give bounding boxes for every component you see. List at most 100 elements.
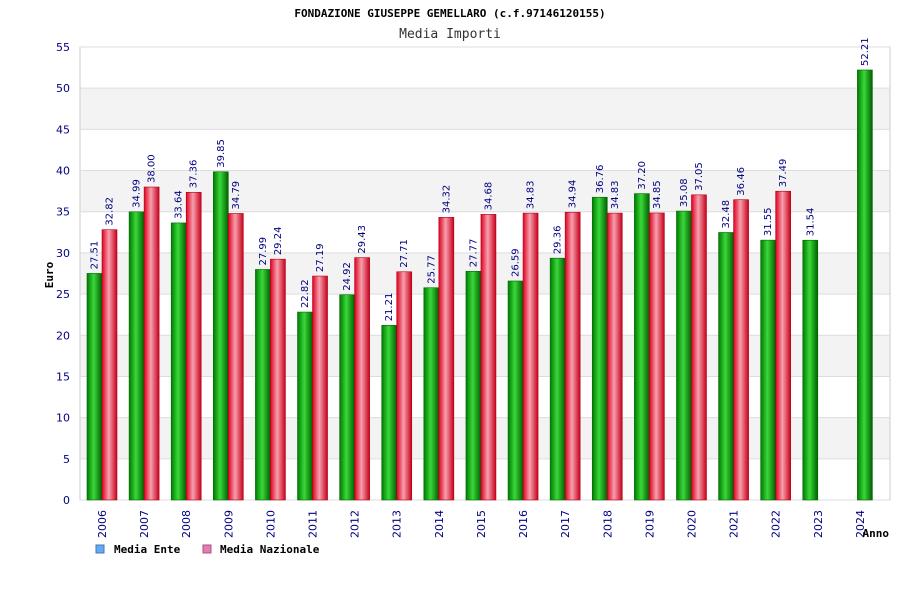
legend-swatch-media-nazionale	[202, 544, 212, 554]
plot-band	[80, 47, 890, 89]
bar-media-nazionale-2014	[438, 217, 455, 501]
data-label: 25.77	[426, 255, 437, 284]
bar-media-nazionale-2006	[101, 229, 118, 501]
data-label: 36.46	[736, 167, 747, 196]
data-label: 34.32	[441, 185, 452, 214]
data-label: 27.19	[315, 243, 326, 272]
x-tick-label: 2018	[601, 510, 614, 538]
x-tick-label: 2020	[685, 510, 698, 538]
x-tick-label: 2024	[854, 510, 867, 538]
y-tick-label: 0	[63, 494, 70, 507]
bar-media-ente-2011	[297, 311, 313, 501]
bar-media-nazionale-2012	[354, 257, 370, 501]
chart-subtitle: Media Importi	[399, 27, 501, 42]
bar-media-nazionale-2010	[270, 258, 286, 501]
bar-media-ente-2017	[549, 257, 566, 501]
bar-media-ente-2014	[423, 287, 440, 501]
x-tick-label: 2012	[349, 510, 362, 538]
x-tick-label: 2013	[391, 510, 404, 538]
chart-title: FONDAZIONE GIUSEPPE GEMELLARO (c.f.97146…	[294, 7, 605, 20]
bar-media-ente-2013	[381, 325, 398, 501]
x-tick-label: 2015	[475, 510, 488, 538]
legend: Media Ente Media Nazionale	[95, 543, 320, 556]
legend-swatch-media-ente	[95, 544, 105, 554]
bar-media-nazionale-2008	[185, 191, 202, 501]
x-tick-label: 2010	[264, 510, 277, 538]
x-tick-label: 2021	[728, 510, 741, 538]
y-tick-label: 10	[56, 412, 70, 425]
x-tick-label: 2006	[96, 510, 109, 538]
data-label: 32.82	[105, 197, 116, 226]
data-label: 24.92	[342, 262, 353, 291]
data-label: 29.24	[273, 227, 284, 256]
x-tick-label: 2019	[643, 510, 656, 538]
data-label: 39.85	[216, 139, 227, 168]
plot-band	[80, 129, 890, 171]
bar-media-ente-2022	[760, 239, 776, 501]
x-tick-label: 2009	[222, 510, 235, 538]
data-label: 34.79	[231, 181, 242, 210]
x-axis-label: Anno	[863, 527, 890, 540]
x-tick-label: 2008	[180, 510, 193, 538]
y-tick-label: 15	[56, 370, 70, 383]
y-axis-ticks: 0 5 10 15 20 25 30 35 40 45 50 55	[56, 41, 70, 507]
bars	[86, 69, 873, 501]
legend-label-media-nazionale: Media Nazionale	[220, 543, 320, 556]
x-tick-label: 2022	[770, 510, 783, 538]
x-tick-label: 2011	[307, 510, 320, 538]
data-label: 22.82	[300, 279, 311, 308]
bar-media-ente-2015	[465, 270, 482, 501]
bar-media-nazionale-2013	[396, 271, 413, 501]
bar-media-ente-2006	[86, 273, 103, 501]
data-label: 36.76	[595, 165, 606, 194]
data-label: 34.85	[652, 180, 663, 209]
y-tick-label: 45	[56, 123, 70, 136]
data-label: 27.71	[399, 239, 410, 268]
bar-media-nazionale-2018	[606, 212, 623, 501]
data-label: 37.36	[189, 160, 200, 189]
bar-media-ente-2008	[170, 222, 187, 501]
y-tick-label: 35	[56, 206, 70, 219]
data-label: 37.20	[637, 161, 648, 190]
bar-media-ente-2021	[718, 232, 734, 501]
data-label: 21.21	[384, 293, 395, 322]
data-label: 38.00	[147, 154, 158, 183]
bar-media-ente-2020	[676, 210, 692, 501]
data-label: 29.36	[553, 226, 564, 255]
data-label: 32.48	[721, 200, 732, 229]
data-label: 31.55	[763, 208, 774, 237]
data-labels: 27.51 32.82 34.99 38.00 33.64 37.36 39.85 34.79…	[90, 37, 871, 321]
bar-media-ente-2024	[857, 69, 873, 501]
bar-media-ente-2018	[591, 196, 608, 501]
bar-media-nazionale-2020	[691, 194, 707, 501]
bar-media-ente-2023	[802, 239, 819, 501]
data-label: 34.99	[132, 179, 143, 208]
y-tick-label: 55	[56, 41, 70, 54]
bar-media-nazionale-2021	[733, 199, 749, 501]
y-tick-label: 40	[56, 165, 70, 178]
legend-label-media-ente: Media Ente	[114, 543, 181, 556]
bar-media-nazionale-2015	[480, 214, 497, 501]
data-label: 34.94	[568, 180, 579, 209]
data-label: 34.83	[610, 180, 621, 209]
bar-media-nazionale-2016	[522, 212, 539, 501]
y-tick-label: 25	[56, 288, 70, 301]
y-tick-label: 20	[56, 329, 70, 342]
data-label: 34.68	[483, 182, 494, 211]
x-tick-label: 2007	[138, 510, 151, 538]
data-label: 34.83	[526, 180, 537, 209]
data-label: 27.77	[468, 239, 479, 268]
bar-media-nazionale-2009	[228, 213, 244, 501]
bar-media-ente-2012	[339, 294, 355, 501]
data-label: 26.59	[511, 248, 522, 277]
bar-media-ente-2009	[213, 171, 229, 501]
data-label: 27.99	[258, 237, 269, 266]
y-tick-label: 5	[63, 453, 70, 466]
data-label: 29.43	[357, 225, 368, 254]
x-tick-label: 2023	[812, 510, 825, 538]
data-label: 35.08	[679, 178, 690, 207]
y-tick-label: 30	[56, 247, 70, 260]
bar-media-ente-2019	[634, 193, 650, 501]
x-axis-ticks: 2006 2007 2008 2009 2010 2011 2012 2013 2014 2015…	[96, 510, 867, 538]
